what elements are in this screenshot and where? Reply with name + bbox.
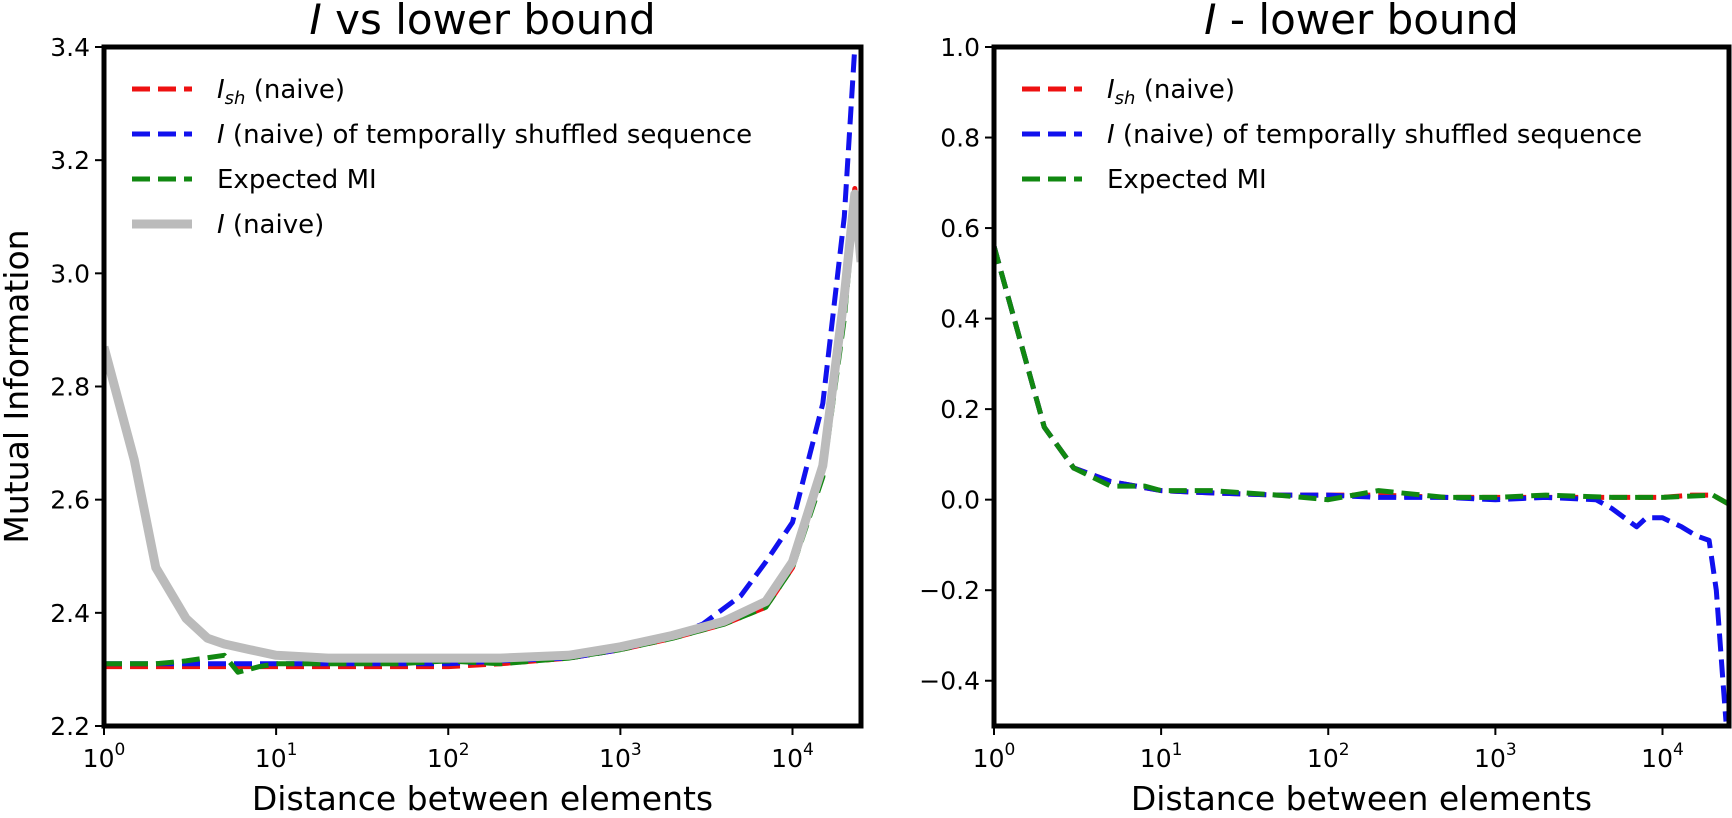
x-tick-label: 100: [973, 740, 1016, 773]
legend-label-2: Expected MI: [1107, 165, 1267, 195]
x-tick-base: 10: [599, 744, 631, 773]
legend-subscript: sh: [225, 88, 246, 109]
y-tick-label: 0.2: [940, 395, 980, 424]
series-line-0: [994, 245, 1729, 507]
x-tick-exp: 2: [1339, 740, 1350, 760]
x-tick-base: 10: [973, 744, 1005, 773]
x-tick-base: 10: [1474, 744, 1506, 773]
chart-title: I - lower bound: [1204, 0, 1519, 44]
title-symbol: I: [1204, 0, 1216, 44]
x-tick-base: 10: [1641, 744, 1673, 773]
legend-symbol: I: [217, 75, 225, 105]
x-tick-base: 10: [1140, 744, 1172, 773]
legend-label-0: Ish (naive): [217, 75, 345, 109]
x-axis-label: Distance between elements: [252, 779, 713, 818]
x-tick-base: 10: [427, 744, 459, 773]
legend-symbol: I: [1107, 75, 1115, 105]
plot-frame: [991, 44, 1732, 729]
y-tick-label: 2.2: [50, 712, 90, 741]
y-tick-label: −0.4: [919, 667, 980, 696]
x-tick-label: 103: [1474, 740, 1517, 773]
x-tick-exp: 1: [287, 740, 298, 760]
legend-text: (naive): [225, 210, 325, 240]
x-tick-base: 10: [771, 744, 803, 773]
y-axis-label: Mutual Information: [0, 229, 36, 543]
x-tick-exp: 4: [1673, 740, 1684, 760]
legend-symbol: I: [217, 210, 225, 240]
series-line-2: [104, 202, 861, 675]
x-tick-label: 104: [1641, 740, 1684, 773]
x-tick-exp: 3: [631, 740, 642, 760]
series-line-2: [994, 245, 1729, 507]
y-tick-label: 0.8: [940, 124, 980, 153]
x-tick-exp: 1: [1172, 740, 1183, 760]
legend-label-3: I (naive): [217, 210, 324, 240]
legend: Ish (naive)I (naive) of temporally shuff…: [1022, 75, 1642, 195]
series-group: [994, 245, 1729, 722]
x-tick-label: 100: [83, 740, 126, 773]
legend-text: (naive): [1135, 75, 1235, 105]
x-tick-label: 104: [771, 740, 814, 773]
x-tick-base: 10: [1307, 744, 1339, 773]
x-tick-base: 10: [255, 744, 287, 773]
x-axis-label: Distance between elements: [1131, 779, 1592, 818]
y-tick-label: 1.0: [940, 33, 980, 62]
series-line-0: [104, 186, 861, 670]
legend-text: Expected MI: [1107, 165, 1267, 195]
series-line-1: [104, 47, 858, 667]
x-tick-exp: 3: [1506, 740, 1517, 760]
y-tick-label: 2.8: [50, 373, 90, 402]
y-tick-label: 2.6: [50, 486, 90, 515]
legend-text: (naive) of temporally shuffled sequence: [1115, 120, 1643, 150]
title-text: - lower bound: [1217, 0, 1519, 44]
legend-text: (naive): [245, 75, 345, 105]
x-tick-exp: 2: [459, 740, 470, 760]
legend-label-2: Expected MI: [217, 165, 377, 195]
x-tick-label: 101: [255, 740, 298, 773]
legend-label-1: I (naive) of temporally shuffled sequenc…: [1107, 120, 1642, 150]
x-tick-exp: 0: [114, 740, 125, 760]
title-symbol: I: [309, 0, 321, 44]
x-tick-exp: 0: [1004, 740, 1015, 760]
series-group: [104, 47, 861, 675]
x-tick-label: 102: [427, 740, 470, 773]
y-tick-label: 3.0: [50, 259, 90, 288]
legend: Ish (naive)I (naive) of temporally shuff…: [132, 75, 752, 240]
y-tick-label: −0.2: [919, 576, 980, 605]
x-tick-label: 102: [1307, 740, 1350, 773]
legend-label-0: Ish (naive): [1107, 75, 1235, 109]
right-chart-panel: 100 101 102 103 104−0.4−0.20.00.20.40.60.81.…: [919, 0, 1732, 818]
x-tick-label: 101: [1140, 740, 1183, 773]
chart-title: I vs lower bound: [309, 0, 655, 44]
x-tick-exp: 4: [803, 740, 814, 760]
y-tick-label: 0.6: [940, 214, 980, 243]
legend-text: (naive) of temporally shuffled sequence: [225, 120, 753, 150]
title-text: vs lower bound: [322, 0, 656, 44]
legend-text: Expected MI: [217, 165, 377, 195]
y-tick-label: 0.0: [940, 486, 980, 515]
legend-symbol: I: [1107, 120, 1115, 150]
legend-symbol: I: [217, 120, 225, 150]
legend-subscript: sh: [1115, 88, 1136, 109]
x-tick-base: 10: [83, 744, 115, 773]
y-tick-label: 2.4: [50, 599, 90, 628]
x-tick-label: 103: [599, 740, 642, 773]
y-tick-label: 0.4: [940, 305, 980, 334]
series-line-3: [104, 189, 861, 663]
legend-label-1: I (naive) of temporally shuffled sequenc…: [217, 120, 752, 150]
y-tick-label: 3.4: [50, 33, 90, 62]
y-tick-label: 3.2: [50, 146, 90, 175]
